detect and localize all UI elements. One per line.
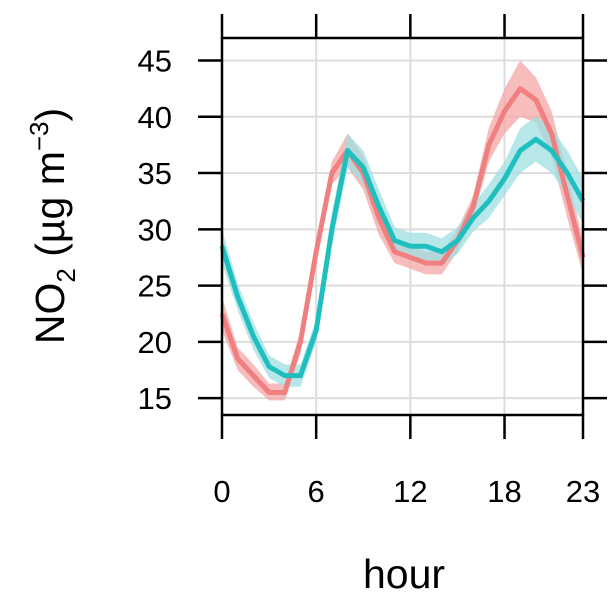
confidence-band-1 — [222, 60, 583, 401]
series-line-2 — [219, 136, 586, 379]
x-tick-label: 18 — [487, 474, 521, 509]
y-tick-label: 35 — [138, 156, 172, 191]
y-axis: 15 20 25 30 35 40 45 — [138, 44, 607, 416]
y-tick-label: 25 — [138, 269, 172, 304]
y-axis-title-close: ) — [27, 108, 73, 122]
plot-border — [220, 36, 585, 417]
confidence-bands — [222, 60, 583, 401]
x-axis: 0 6 12 18 23 — [213, 14, 600, 509]
x-tick-label: 0 — [213, 474, 230, 509]
plot-frame — [220, 36, 585, 417]
y-tick-label: 15 — [138, 381, 172, 416]
y-tick-label: 30 — [138, 212, 172, 247]
y-axis-title-main: NO — [27, 283, 73, 345]
y-tick-label: 45 — [138, 44, 172, 79]
y-axis-title-sub: 2 — [51, 268, 81, 282]
confidence-band-2 — [222, 116, 583, 387]
x-tick-label: 6 — [308, 474, 325, 509]
series-lines — [219, 86, 586, 395]
series-line-1 — [219, 86, 586, 395]
x-tick-label: 12 — [393, 474, 427, 509]
x-tick-label: 23 — [566, 474, 600, 509]
y-axis-title: NO2 (µg m−3) — [24, 108, 81, 344]
y-tick-label: 40 — [138, 100, 172, 135]
x-axis-title: hour — [363, 551, 445, 596]
y-axis-title-exponent: −3 — [24, 122, 54, 152]
y-axis-title-units: (µg m — [27, 151, 73, 268]
y-tick-label: 20 — [138, 325, 172, 360]
